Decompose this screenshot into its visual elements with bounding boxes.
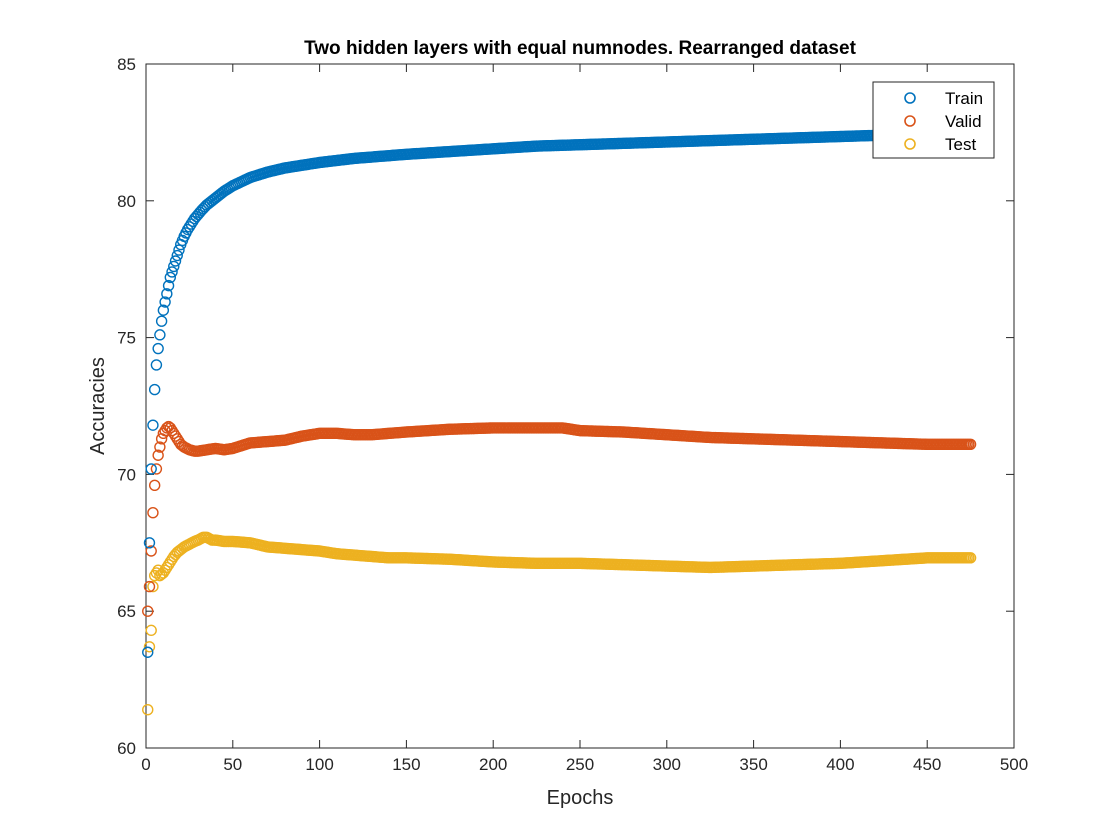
data-point-valid (154, 441, 166, 453)
data-point-train (161, 288, 173, 300)
data-point-train (152, 342, 164, 355)
chart-title: Two hidden layers with equal numnodes. R… (304, 38, 856, 59)
x-tick-label: 450 (913, 755, 941, 774)
data-point-train (157, 304, 170, 316)
data-point-train (147, 419, 159, 431)
data-point-train (145, 463, 157, 475)
data-point-valid (152, 449, 164, 461)
data-point-train (171, 249, 183, 262)
data-point-test (145, 624, 157, 637)
x-tick-label: 500 (1000, 755, 1028, 774)
axes-box (145, 63, 1015, 749)
series-test (142, 531, 977, 716)
data-point-valid (150, 463, 163, 475)
x-tick-label: 100 (305, 755, 333, 774)
data-point-train (162, 279, 175, 292)
data-point-valid (148, 479, 161, 492)
x-tick-label: 200 (479, 755, 507, 774)
data-point-train (159, 296, 171, 308)
data-point-test (142, 704, 154, 716)
y-tick-label: 85 (117, 55, 136, 74)
x-tick-label: 0 (141, 755, 150, 774)
data-point-train (155, 315, 168, 327)
data-point-train (173, 244, 185, 256)
data-point-train (164, 271, 177, 284)
series-valid (142, 420, 977, 617)
x-tick-label: 350 (739, 755, 767, 774)
data-point-train (150, 359, 163, 371)
legend-marker-test (904, 138, 916, 150)
x-axis-label: Epochs (547, 787, 614, 809)
data-point-valid (964, 438, 977, 450)
data-point-test (147, 580, 159, 593)
data-point-train (143, 537, 156, 549)
y-tick-label: 60 (117, 739, 136, 758)
data-point-valid (143, 580, 156, 593)
data-point-test (964, 552, 977, 564)
y-tick-label: 75 (117, 329, 136, 348)
legend: Train Valid Test (872, 81, 995, 159)
data-point-train (169, 255, 182, 267)
x-tick-label: 50 (223, 755, 242, 774)
data-point-train (166, 266, 178, 278)
data-point-valid (147, 507, 159, 519)
legend-marker-train (904, 92, 916, 104)
legend-label-train: Train (945, 89, 983, 108)
data-point-valid (142, 605, 154, 617)
data-point-train (148, 383, 161, 396)
legend-label-valid: Valid (945, 112, 982, 131)
legend-label-test: Test (945, 135, 976, 154)
x-tick-label: 150 (392, 755, 420, 774)
y-tick-label: 80 (117, 192, 136, 211)
legend-box (872, 81, 995, 159)
data-point-train (154, 329, 166, 341)
y-axis-label: Accuracies (87, 357, 109, 455)
data-point-valid (145, 545, 157, 557)
x-tick-label: 400 (826, 755, 854, 774)
y-tick-label: 70 (117, 465, 136, 484)
data-point-test (143, 641, 156, 653)
y-tick-label: 65 (117, 602, 136, 621)
x-tick-label: 300 (653, 755, 681, 774)
legend-marker-valid (904, 115, 916, 127)
plot-area: 0 50 100 150 200 250 300 350 400 450 500 60 65 70 75 80… (117, 55, 1028, 774)
series-train (142, 126, 977, 658)
data-point-train (142, 646, 154, 658)
x-tick-label: 250 (566, 755, 594, 774)
data-point-train (168, 260, 180, 273)
